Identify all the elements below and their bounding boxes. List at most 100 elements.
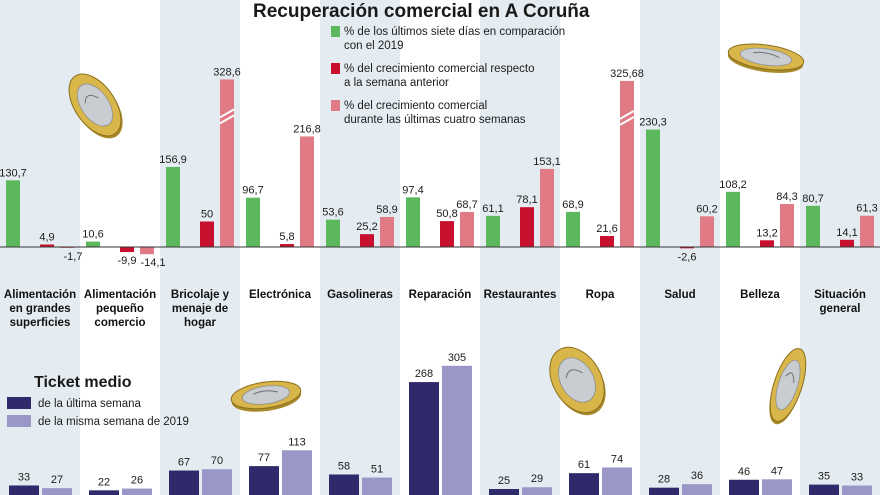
value-label: -2,6 [678,251,697,263]
category-label: pequeño [96,303,144,315]
bar [680,247,694,249]
category-label: Salud [664,289,695,301]
ticket-value-label: 22 [98,476,110,488]
category-label: Alimentación [84,289,156,301]
euro-coin-icon [727,43,805,73]
category-label: Alimentación [4,289,76,301]
ticket-legend-label: de la última semana [38,398,142,410]
coin-engraving [565,369,583,379]
bar [760,240,774,247]
legend-label: con el 2019 [344,40,403,52]
bar [700,216,714,247]
coin-engraving [253,390,279,395]
ticket-value-label: 268 [415,368,433,380]
ticket-bar [649,487,679,495]
value-label: -1,7 [64,251,83,263]
category-label: Electrónica [249,289,312,301]
bar [486,215,500,247]
bar [726,191,740,247]
ticket-bar [329,474,359,495]
category-label: en grandes [9,303,70,315]
coin-engraving [84,94,99,104]
value-label: 96,7 [242,185,263,197]
bar [326,219,340,247]
ticket-value-label: 113 [288,436,306,448]
legend-label: % del crecimiento comercial respecto [344,63,534,75]
value-label: 68,9 [562,199,583,211]
euro-coin-icon [68,73,123,139]
legend-swatch [331,63,340,74]
category-label: hogar [184,317,216,329]
value-label: 108,2 [719,179,747,191]
value-label: 130,7 [0,167,27,179]
bar [6,180,20,247]
ticket-bar [729,479,759,495]
ticket-bar [762,479,792,495]
euro-coin-icon [230,380,302,412]
ticket-bar [249,466,279,495]
ticket-value-label: 46 [738,466,750,478]
value-label: 4,9 [39,232,54,244]
value-label: -9,9 [118,255,137,267]
bar [520,207,534,247]
legend-label: durante las últimas cuatro semanas [344,114,526,126]
bar [620,80,634,247]
ticket-value-label: 51 [371,464,383,476]
category-label: menaje de [172,303,228,315]
legend: % de los últimos siete días en comparaci… [7,26,565,428]
value-label: 216,8 [293,123,321,135]
coin-center [558,357,596,403]
value-label: 53,6 [322,207,343,219]
bar [566,211,580,247]
ticket-value-label: 36 [691,470,703,482]
ticket-bar [842,485,872,495]
coin-center [775,359,801,411]
ticket-value-label: 67 [178,457,190,469]
value-label: 97,4 [402,184,423,196]
value-label: 84,3 [776,191,797,203]
ticket-legend-label: de la misma semana de 2019 [38,416,189,428]
ticket-bar [809,484,839,495]
ticket-bar [282,450,312,495]
ticket-value-label: 28 [658,474,670,486]
main-value-labels: 130,7 10,6 156,9 96,7 53,6 97,4 61,1 68,9 230,3 1… [0,66,878,269]
category-label: Gasolineras [327,289,393,301]
ticket-bar [602,467,632,495]
value-label: 230,3 [639,117,667,129]
ticket-bar [9,485,39,495]
bar [860,215,874,247]
value-label: 156,9 [159,154,187,166]
value-label: 60,2 [696,203,717,215]
value-label: 10,6 [82,229,103,241]
ticket-bar [362,477,392,495]
ticket-value-label: 58 [338,460,350,472]
bar [360,234,374,247]
value-label: 80,7 [802,193,823,205]
value-label: 325,68 [610,68,644,80]
coin-engraving [785,372,795,383]
bar [646,129,660,247]
bar [280,244,294,247]
bar [440,221,454,247]
category-label: Bricolaje y [171,289,230,301]
bar [120,247,134,253]
bar [300,136,314,247]
legend-label: % de los últimos siete días en comparaci… [344,26,565,38]
legend-swatch [331,100,340,111]
ticket-legend-swatch [7,397,31,409]
ticket-value-labels: 33 22 67 77 58 268 25 61 28 46 35 27 26 70 113 51 305 29 7… [18,352,863,489]
ticket-value-label: 33 [851,471,863,483]
ticket-value-label: 61 [578,459,590,471]
ticket-bar [569,473,599,495]
ticket-title: Ticket medio [34,374,132,391]
value-label: 68,7 [456,199,477,211]
ticket-value-label: 33 [18,471,30,483]
category-labels: Alimentación en grandes superficies Aliment… [4,289,866,329]
value-label: 14,1 [836,227,857,239]
ticket-bar [682,484,712,495]
ticket-bar [522,487,552,495]
value-label: 13,2 [756,227,777,239]
value-label: 50 [201,209,213,221]
ticket-value-label: 35 [818,471,830,483]
